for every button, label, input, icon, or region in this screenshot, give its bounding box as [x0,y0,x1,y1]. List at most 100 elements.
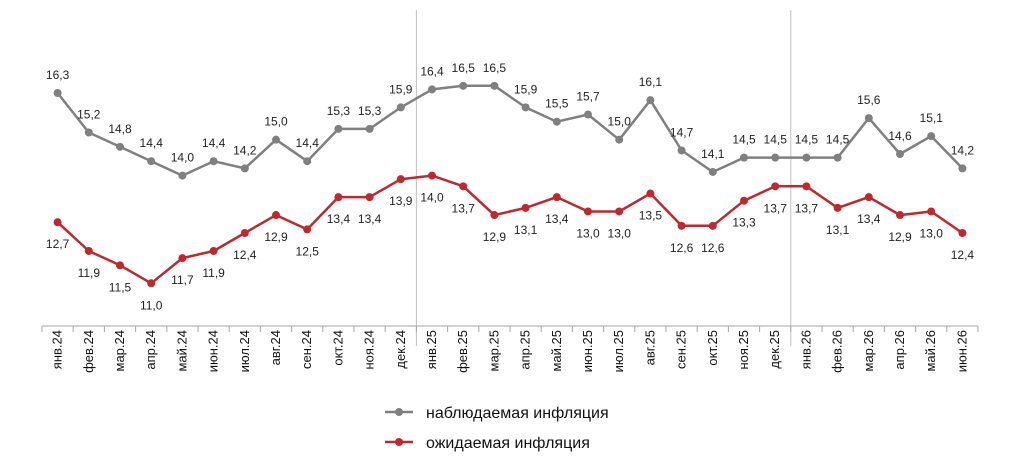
data-point [272,211,280,220]
data-point [53,218,62,227]
data-point [84,246,93,255]
data-label: 14,0 [420,191,444,205]
x-tick-label: авг.24 [268,330,283,365]
data-point [584,110,592,119]
data-label: 13,1 [514,223,538,237]
data-label: 15,2 [77,107,101,121]
x-tick-label: фев.24 [81,330,96,373]
x-tick-label: июн.24 [206,330,221,372]
data-point [646,96,655,105]
data-point [490,211,499,220]
data-label: 12,9 [483,230,507,244]
data-point [240,164,249,173]
series-line [56,174,964,285]
data-label: 12,4 [233,248,257,262]
data-point [116,142,124,151]
data-point [615,207,624,216]
data-label: 12,9 [264,230,288,244]
data-label: 13,0 [920,226,944,240]
data-point [771,182,780,191]
data-point [334,124,343,133]
data-label: 12,5 [296,244,320,258]
data-point [521,103,530,112]
data-label: 13,7 [764,201,788,215]
data-point [365,124,374,133]
x-tick-label: мар.24 [112,330,127,371]
x-tick-label: авг.25 [642,330,657,365]
data-label: 12,9 [888,230,912,244]
data-point [53,89,62,97]
data-label: 11,9 [202,266,225,280]
data-label: 13,4 [545,212,569,226]
data-point [147,157,156,166]
data-point [178,254,187,263]
data-label: 16,5 [452,61,476,75]
data-label: 12,6 [670,241,694,255]
x-tick-label: фев.26 [830,330,845,373]
data-point [209,246,218,255]
data-point [396,103,405,112]
x-tick-label: дек.25 [767,330,782,369]
data-point [147,279,156,288]
data-point [927,207,936,216]
series-line [56,84,964,177]
series-layer: 16,3 15,2 14,8 14,4 14,0 14,4 14,2 15,0 14,4 15,3… [46,61,974,312]
data-label: 11,9 [78,266,101,280]
legend-label-observed: наблюдаемая инфляция [426,405,609,422]
data-label: 14,1 [701,147,725,161]
data-point [802,182,811,191]
data-label: 11,7 [171,273,194,287]
x-tick-label: сен.25 [674,330,689,369]
legend-item-observed: наблюдаемая инфляция [385,405,609,422]
data-label: 13,4 [358,212,382,226]
data-label: 15,6 [857,93,881,107]
x-tick-label: мар.25 [486,330,501,371]
data-point [958,229,967,238]
data-point [303,225,312,234]
data-point [896,150,904,159]
x-tick-label: апр.25 [518,330,533,370]
data-point [84,128,93,137]
data-label: 16,1 [639,75,663,89]
data-label: 14,5 [826,133,850,147]
data-label: 16,4 [420,64,444,78]
data-point [708,221,717,230]
x-tick-label: янв.25 [424,330,439,369]
data-label: 14,5 [795,133,819,147]
data-label: 14,4 [296,136,320,150]
data-label: 15,9 [514,82,538,96]
data-point [896,211,904,220]
data-point [927,132,936,141]
data-point [178,171,187,180]
data-label: 11,5 [109,280,132,294]
x-tick-label: апр.26 [892,330,907,370]
data-label: 15,0 [608,115,632,129]
x-tick-label: июл.24 [237,330,252,372]
data-point [646,189,655,198]
x-tick-label: май.25 [549,330,564,372]
data-label: 13,7 [795,201,819,215]
x-tick-label: июн.25 [580,330,595,372]
data-label: 15,3 [327,104,351,118]
data-point [802,153,811,162]
data-point [428,171,436,180]
data-point [459,81,468,90]
data-point [740,153,748,162]
legend-marker-observed [395,408,403,416]
data-point [552,117,561,126]
data-label: 13,7 [452,201,476,215]
data-label: 14,6 [888,129,912,143]
legend: наблюдаемая инфляция ожидаемая инфляция [385,405,609,452]
x-tick-label: янв.24 [50,330,65,369]
x-tick-label: ноя.24 [362,330,377,370]
legend-label-expected: ожидаемая инфляция [426,435,590,452]
data-label: 14,7 [670,125,694,139]
data-point [459,182,468,191]
data-label: 15,1 [920,111,944,125]
data-point [833,153,842,162]
x-tick-label: мар.26 [861,330,876,371]
x-tick-label: окт.24 [330,330,345,366]
data-point [677,221,686,230]
x-tick-label: май.24 [174,330,189,372]
